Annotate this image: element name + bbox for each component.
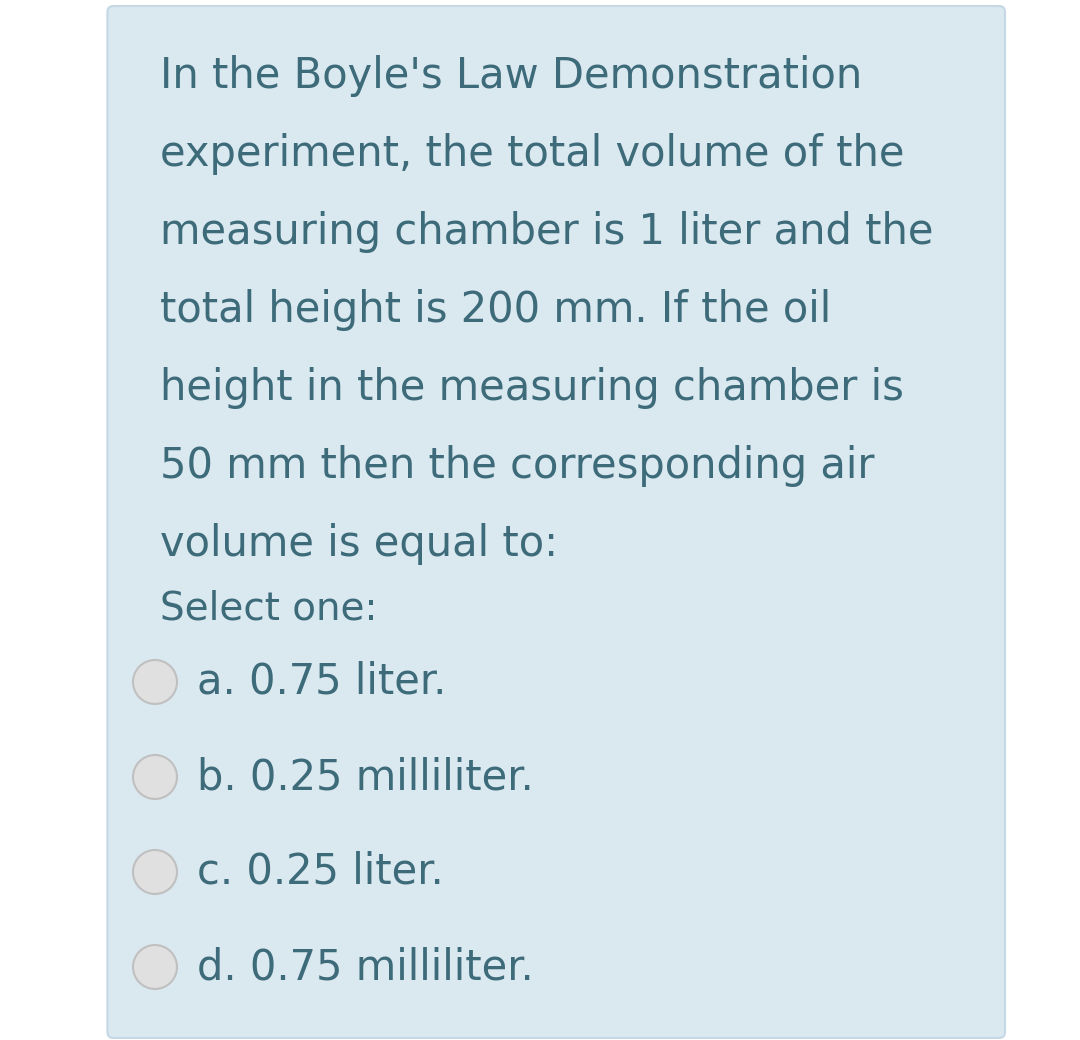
Ellipse shape (133, 755, 177, 799)
Ellipse shape (133, 945, 177, 989)
Text: a. 0.75 liter.: a. 0.75 liter. (197, 661, 446, 703)
Text: c. 0.25 liter.: c. 0.25 liter. (197, 851, 444, 893)
Text: Select one:: Select one: (160, 590, 378, 628)
FancyBboxPatch shape (107, 6, 1005, 1038)
Text: 50 mm then the corresponding air: 50 mm then the corresponding air (160, 445, 875, 487)
Text: In the Boyle's Law Demonstration: In the Boyle's Law Demonstration (160, 55, 862, 97)
Text: total height is 200 mm. If the oil: total height is 200 mm. If the oil (160, 289, 832, 331)
Text: height in the measuring chamber is: height in the measuring chamber is (160, 367, 904, 409)
Text: experiment, the total volume of the: experiment, the total volume of the (160, 133, 905, 175)
Text: measuring chamber is 1 liter and the: measuring chamber is 1 liter and the (160, 211, 933, 253)
Text: d. 0.75 milliliter.: d. 0.75 milliliter. (197, 946, 534, 988)
Ellipse shape (133, 850, 177, 894)
Text: volume is equal to:: volume is equal to: (160, 523, 558, 565)
Ellipse shape (133, 660, 177, 704)
Text: b. 0.25 milliliter.: b. 0.25 milliliter. (197, 756, 534, 798)
